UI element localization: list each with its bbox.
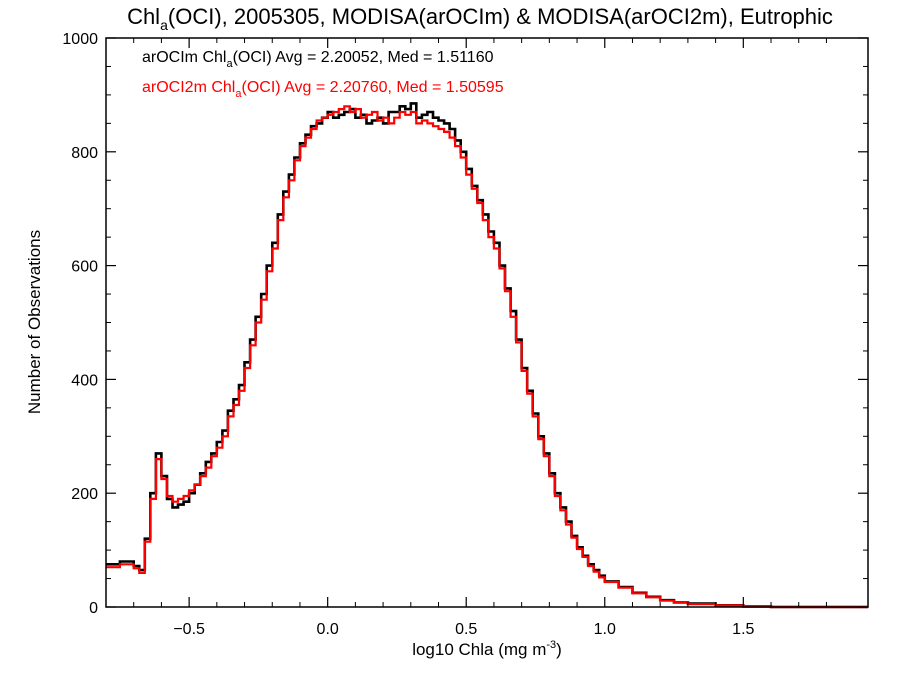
series-layer bbox=[106, 102, 868, 609]
x-tick-label: −0.5 bbox=[173, 621, 205, 638]
y-tick-label: 600 bbox=[71, 259, 98, 276]
y-tick-label: 400 bbox=[71, 372, 98, 389]
chart-title: Chla(OCI), 2005305, MODISA(arOCIm) & MOD… bbox=[127, 4, 833, 33]
y-tick-label: 1000 bbox=[62, 31, 98, 48]
x-tick-label: 1.0 bbox=[594, 621, 616, 638]
x-axis-label: log10 Chla (mg m-3) bbox=[412, 639, 562, 659]
ticks-layer: −0.5 0.0 0.5 1.0 1.5 0 200 400 600 800 1000 bbox=[62, 31, 868, 638]
x-tick-label: 0.0 bbox=[317, 621, 339, 638]
plot-frame bbox=[105, 37, 869, 608]
x-tick-label: 0.5 bbox=[455, 621, 477, 638]
y-tick-label: 0 bbox=[89, 600, 98, 617]
series-line-1 bbox=[106, 105, 868, 609]
y-axis-label: Number of Observations bbox=[25, 230, 44, 414]
series-line-0 bbox=[106, 102, 868, 609]
legend-entry-aroci-m: arOCIm Chla(OCI) Avg = 2.20052, Med = 1.… bbox=[142, 49, 494, 70]
legend-entry-aroci2m: arOCI2m Chla(OCI) Avg = 2.20760, Med = 1… bbox=[142, 79, 504, 100]
y-tick-label: 800 bbox=[71, 145, 98, 162]
y-tick-label: 200 bbox=[71, 486, 98, 503]
x-tick-label: 1.5 bbox=[732, 621, 754, 638]
